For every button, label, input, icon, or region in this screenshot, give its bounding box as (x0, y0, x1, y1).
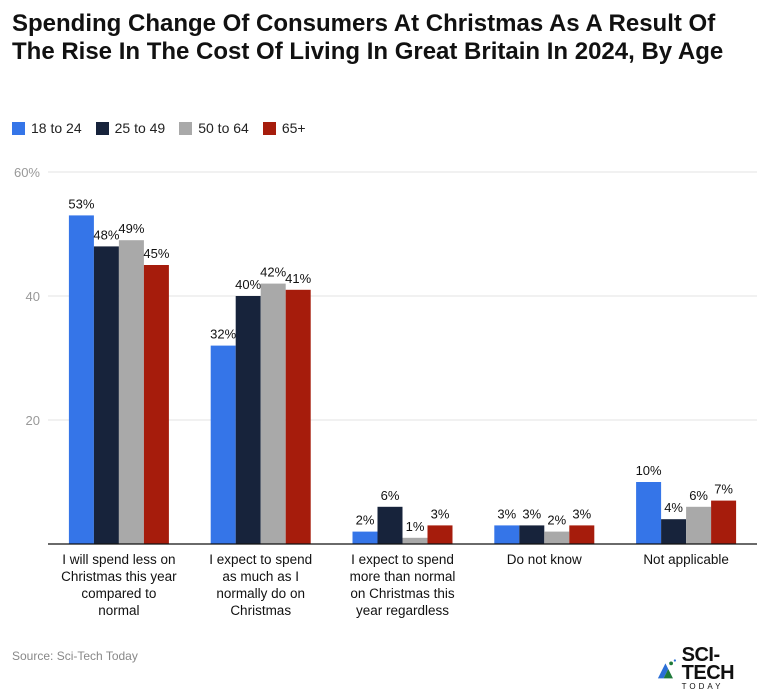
bar (686, 506, 712, 544)
legend-label: 25 to 49 (114, 120, 166, 136)
legend-swatch (179, 121, 193, 135)
bar (377, 506, 403, 544)
data-label: 4% (664, 500, 683, 515)
bar (661, 519, 687, 544)
data-label: 2% (547, 513, 566, 528)
bar (68, 215, 94, 544)
legend-item: 25 to 49 (95, 120, 166, 136)
legend: 18 to 24 25 to 49 50 to 64 65+ (12, 120, 306, 136)
data-label: 3% (497, 506, 516, 521)
bar (143, 265, 169, 544)
bar (118, 240, 144, 544)
data-label: 42% (260, 265, 286, 280)
chart-title: Spending Change Of Consumers At Christma… (12, 10, 724, 65)
legend-label: 18 to 24 (31, 120, 82, 136)
bar (260, 283, 286, 544)
x-tick-label: I expect to spend (209, 552, 312, 567)
bar (569, 525, 595, 544)
data-label: 3% (431, 506, 450, 521)
x-tick-label: Christmas (230, 603, 291, 618)
bar (519, 525, 545, 544)
bar (636, 482, 662, 544)
data-label: 45% (143, 246, 169, 261)
x-tick-label: normally do on (216, 586, 305, 601)
data-label: 41% (285, 271, 311, 286)
legend-label: 50 to 64 (198, 120, 249, 136)
legend-item: 50 to 64 (179, 120, 249, 136)
data-label: 7% (714, 482, 733, 497)
bar (544, 531, 570, 544)
data-label: 10% (636, 463, 662, 478)
legend-label: 65+ (281, 120, 306, 136)
bar (235, 296, 261, 544)
x-tick-label: as much as I (222, 569, 299, 584)
x-tick-label: Christmas this year (61, 569, 177, 584)
bar (711, 500, 737, 544)
legend-item: 65+ (262, 120, 306, 136)
data-label: 53% (68, 196, 94, 211)
x-tick-label: year regardless (356, 603, 449, 618)
x-tick-label: Not applicable (643, 552, 729, 567)
data-label: 6% (381, 488, 400, 503)
logo-icon (657, 658, 676, 678)
data-label: 1% (406, 519, 425, 534)
y-tick-label: 60% (14, 165, 40, 180)
data-label: 40% (235, 277, 261, 292)
x-tick-label: I expect to spend (351, 552, 454, 567)
bar (494, 525, 520, 544)
data-label: 2% (356, 513, 375, 528)
data-label: 3% (522, 506, 541, 521)
x-tick-label: compared to (81, 586, 156, 601)
legend-swatch (12, 121, 25, 135)
x-tick-label: on Christmas this (350, 586, 455, 601)
legend-swatch (95, 121, 109, 135)
x-tick-label: normal (98, 603, 139, 618)
bar (210, 345, 236, 544)
bar (427, 525, 453, 544)
data-label: 32% (210, 327, 236, 342)
sci-tech-logo: SCI-TECH TODAY (656, 645, 767, 691)
bar (285, 289, 311, 544)
bar (93, 246, 119, 544)
source-note: Source: Sci-Tech Today (12, 649, 138, 663)
x-tick-label: Do not know (507, 552, 582, 567)
data-label: 6% (689, 488, 708, 503)
data-label: 48% (93, 227, 119, 242)
data-label: 3% (572, 506, 591, 521)
legend-item: 18 to 24 (12, 120, 82, 136)
x-tick-label: more than normal (350, 569, 456, 584)
y-tick-label: 20 (26, 413, 40, 428)
x-tick-label: I will spend less on (62, 552, 175, 567)
bar (402, 537, 428, 544)
legend-swatch (262, 121, 276, 135)
bar (352, 531, 378, 544)
data-label: 49% (118, 221, 144, 236)
y-tick-label: 40 (26, 289, 40, 304)
